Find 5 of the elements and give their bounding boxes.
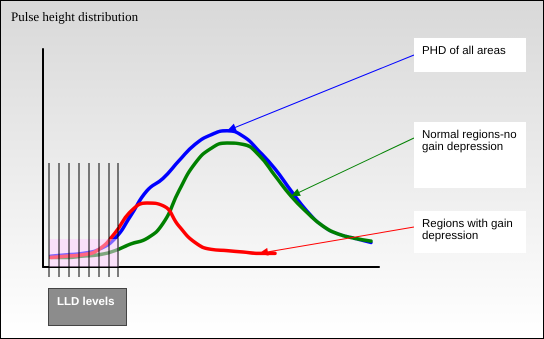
text: LLD levels <box>48 288 127 326</box>
text: Normal regions-no gain depression <box>414 122 526 188</box>
chart-title: Pulse height distribution <box>11 9 138 25</box>
text: PHD of all areas <box>414 38 526 72</box>
text: Regions with gain depression <box>414 211 526 253</box>
